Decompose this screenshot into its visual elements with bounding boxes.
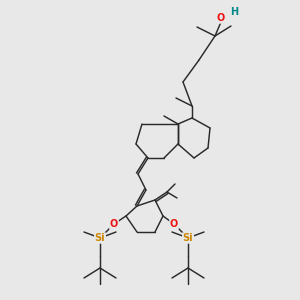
Text: Si: Si bbox=[95, 233, 105, 243]
Text: O: O bbox=[170, 219, 178, 229]
Text: Si: Si bbox=[183, 233, 193, 243]
Text: H: H bbox=[230, 7, 238, 17]
Text: O: O bbox=[217, 13, 225, 23]
Text: O: O bbox=[110, 219, 118, 229]
